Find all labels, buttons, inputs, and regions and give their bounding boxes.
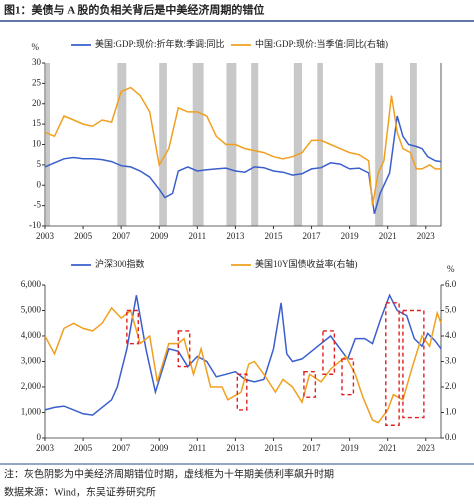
x-tick-label: 2017 xyxy=(303,231,322,241)
figure-title: 图1：美债与 A 股的负相关背后是中美经济周期的错位 xyxy=(4,3,264,17)
x-tick-label: 2011 xyxy=(188,231,206,241)
x-tick-label: 2019 xyxy=(341,231,360,241)
y-tick-label: 10 xyxy=(32,139,42,149)
series-line xyxy=(44,115,442,215)
y-tick-label: -10 xyxy=(29,220,41,230)
source: 数据来源：Wind，东吴证券研究所 xyxy=(4,485,156,498)
x-tick-label: 2021 xyxy=(379,443,397,453)
highlight-box xyxy=(303,371,317,398)
x-tick-label: 2023 xyxy=(417,443,436,453)
x-tick-label: 2007 xyxy=(112,443,131,453)
legend-label: 沪深300指数 xyxy=(95,258,145,269)
y-tick-label: 15 xyxy=(32,118,42,128)
shaded-period xyxy=(375,63,384,226)
x-tick-label: 2023 xyxy=(417,231,436,241)
shaded-period xyxy=(159,63,167,226)
highlight-box xyxy=(341,358,355,396)
series-line xyxy=(44,86,441,206)
x-tick-label: 2007 xyxy=(112,231,131,241)
y-tick-label: 4,000 xyxy=(21,330,42,340)
y-tick-label: 5,000 xyxy=(21,305,42,315)
x-tick-label: 2015 xyxy=(264,443,283,453)
y2-tick-label: 4.0 xyxy=(445,330,457,340)
y-tick-label: 3,000 xyxy=(21,356,42,366)
shaded-period xyxy=(251,63,259,226)
x-tick-label: 2011 xyxy=(188,443,206,453)
y-unit: % xyxy=(32,42,40,52)
x-tick-label: 2009 xyxy=(150,231,169,241)
axis-frame xyxy=(44,285,442,439)
y-tick-label: 30 xyxy=(32,57,42,67)
y2-tick-label: 6.0 xyxy=(445,279,457,289)
y2-tick-label: 2.0 xyxy=(445,381,457,391)
x-tick-label: 2021 xyxy=(379,231,397,241)
shaded-period xyxy=(409,63,417,226)
shaded-period xyxy=(117,63,127,226)
y-tick-label: 2,000 xyxy=(21,381,42,391)
x-tick-label: 2005 xyxy=(74,231,93,241)
highlight-box xyxy=(177,330,191,368)
note: 注：灰色阴影为中美经济周期错位时期，虚线框为十年期美债利率飙升时期 xyxy=(4,467,334,480)
series-line xyxy=(44,306,442,424)
y-tick-label: 20 xyxy=(32,98,42,108)
y-tick-label: 0 xyxy=(37,432,42,442)
x-tick-label: 2019 xyxy=(341,443,360,453)
x-tick-label: 2017 xyxy=(303,443,322,453)
shaded-period xyxy=(192,63,204,226)
highlight-box xyxy=(385,302,400,426)
highlight-box xyxy=(402,309,425,419)
y-tick-label: 1,000 xyxy=(21,407,42,417)
highlight-box xyxy=(126,309,139,345)
highlight-box xyxy=(236,373,248,411)
highlight-box xyxy=(322,330,336,375)
series-line xyxy=(44,293,442,416)
legend-label: 美国:GDP:现价:折年数:季调:同比 xyxy=(95,38,225,49)
y2-unit: % xyxy=(447,264,455,274)
axis-frame xyxy=(44,63,442,227)
x-tick-label: 2009 xyxy=(150,443,169,453)
y2-tick-label: 5.0 xyxy=(445,305,457,315)
shaded-period xyxy=(293,63,303,226)
x-tick-label: 2003 xyxy=(36,231,55,241)
x-tick-label: 2013 xyxy=(226,231,245,241)
shaded-period xyxy=(45,63,50,226)
x-tick-label: 2003 xyxy=(36,443,55,453)
x-tick-label: 2013 xyxy=(226,443,245,453)
y-tick-label: 25 xyxy=(32,77,42,87)
x-tick-label: 2015 xyxy=(264,231,283,241)
legend-label: 美国10Y国债收益率(右轴) xyxy=(255,258,358,269)
y-tick-label: -5 xyxy=(34,200,42,210)
legend-label: 中国:GDP:现价:当季值:同比(右轴) xyxy=(255,38,388,49)
y-tick-label: 0 xyxy=(37,179,42,189)
y-tick-label: 6,000 xyxy=(21,279,42,289)
x-tick-label: 2005 xyxy=(74,443,93,453)
y2-tick-label: 1.0 xyxy=(445,407,457,417)
shaded-period xyxy=(317,63,323,226)
y-tick-label: 5 xyxy=(37,159,42,169)
y2-tick-label: 3.0 xyxy=(445,356,457,366)
y2-tick-label: 0.0 xyxy=(445,432,457,442)
